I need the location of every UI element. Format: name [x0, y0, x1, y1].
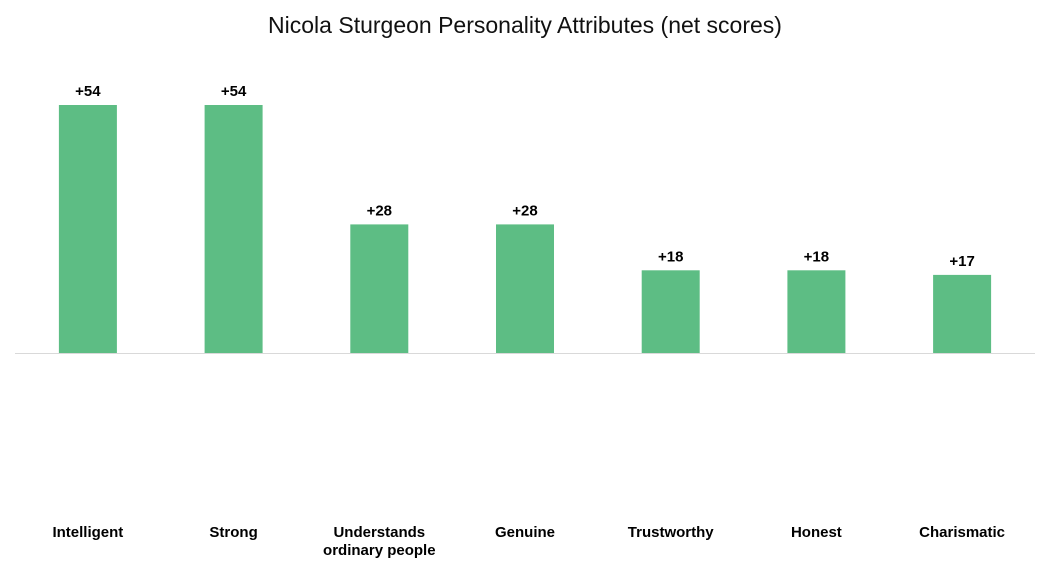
bar: [58, 105, 117, 353]
data-label: +28: [367, 202, 392, 219]
category-label-line: Intelligent: [52, 524, 123, 541]
category-label: Strong: [209, 524, 257, 541]
bar: [350, 224, 409, 353]
data-label: +28: [512, 202, 537, 219]
category-label: Trustworthy: [628, 524, 714, 541]
category-label: Charismatic: [919, 524, 1005, 541]
category-label: Intelligent: [52, 524, 123, 541]
bar: [641, 270, 700, 353]
category-axis: Intelligent Strong Understands ordinary peo…: [52, 524, 1005, 559]
data-label: +54: [75, 83, 101, 100]
bar: [496, 224, 554, 353]
labels-layer: +54 +54 +28 +28 +18 +18 +17: [75, 83, 975, 270]
data-label: +17: [949, 253, 974, 270]
bar: [204, 105, 263, 353]
bar: [933, 274, 992, 353]
category-label-line: Understands: [333, 524, 425, 541]
category-label-line: Trustworthy: [628, 524, 714, 541]
category-label-line: Genuine: [495, 524, 555, 541]
category-label-line: Strong: [209, 524, 257, 541]
data-label: +18: [804, 248, 829, 265]
data-label: +54: [221, 83, 247, 100]
data-label: +18: [658, 248, 683, 265]
category-label: Genuine: [495, 524, 555, 541]
chart-title: Nicola Sturgeon Personality Attributes (…: [268, 12, 782, 38]
category-label-line: Honest: [791, 524, 842, 541]
bars-layer: [58, 105, 992, 353]
category-label-line: Charismatic: [919, 524, 1005, 541]
bar: [787, 270, 846, 353]
category-label-line: ordinary people: [323, 542, 436, 559]
category-label: Understands ordinary people: [323, 524, 436, 559]
category-label: Honest: [791, 524, 842, 541]
